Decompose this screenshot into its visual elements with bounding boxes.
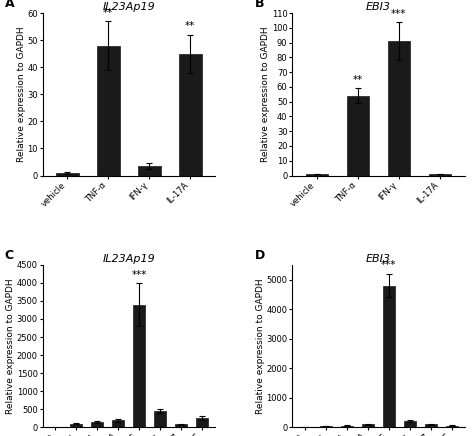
- Bar: [388, 41, 410, 176]
- Bar: [91, 422, 103, 427]
- Text: ***: ***: [391, 9, 407, 19]
- Y-axis label: Relative expression to GAPDH: Relative expression to GAPDH: [17, 27, 26, 162]
- Title: IL23Ap19: IL23Ap19: [102, 2, 155, 12]
- Bar: [362, 424, 374, 427]
- Y-axis label: Relative expression to GAPDH: Relative expression to GAPDH: [261, 27, 270, 162]
- Title: EBI3: EBI3: [366, 2, 391, 12]
- Text: **: **: [103, 8, 113, 18]
- Title: EBI3: EBI3: [366, 254, 391, 264]
- Text: A: A: [5, 0, 14, 10]
- Bar: [112, 420, 124, 427]
- Bar: [179, 54, 201, 176]
- Bar: [138, 166, 161, 176]
- Bar: [383, 286, 395, 427]
- Bar: [425, 424, 437, 427]
- Text: C: C: [5, 249, 14, 262]
- Y-axis label: Relative expression to GAPDH: Relative expression to GAPDH: [6, 278, 15, 414]
- Text: **: **: [185, 21, 195, 31]
- Text: **: **: [353, 75, 363, 85]
- Bar: [428, 174, 451, 176]
- Bar: [155, 411, 166, 427]
- Bar: [56, 173, 79, 176]
- Text: ***: ***: [132, 269, 147, 279]
- Bar: [306, 174, 328, 176]
- Bar: [175, 424, 187, 427]
- Bar: [341, 426, 353, 427]
- Bar: [134, 305, 145, 427]
- Bar: [346, 96, 369, 176]
- Bar: [320, 426, 332, 427]
- Title: IL23Ap19: IL23Ap19: [102, 254, 155, 264]
- Text: ***: ***: [381, 260, 397, 270]
- Bar: [446, 426, 458, 427]
- Bar: [97, 46, 119, 176]
- Y-axis label: Relative expression to GAPDH: Relative expression to GAPDH: [256, 278, 265, 414]
- Bar: [71, 424, 82, 427]
- Text: D: D: [255, 249, 264, 262]
- Bar: [404, 421, 416, 427]
- Text: B: B: [255, 0, 264, 10]
- Bar: [197, 418, 208, 427]
